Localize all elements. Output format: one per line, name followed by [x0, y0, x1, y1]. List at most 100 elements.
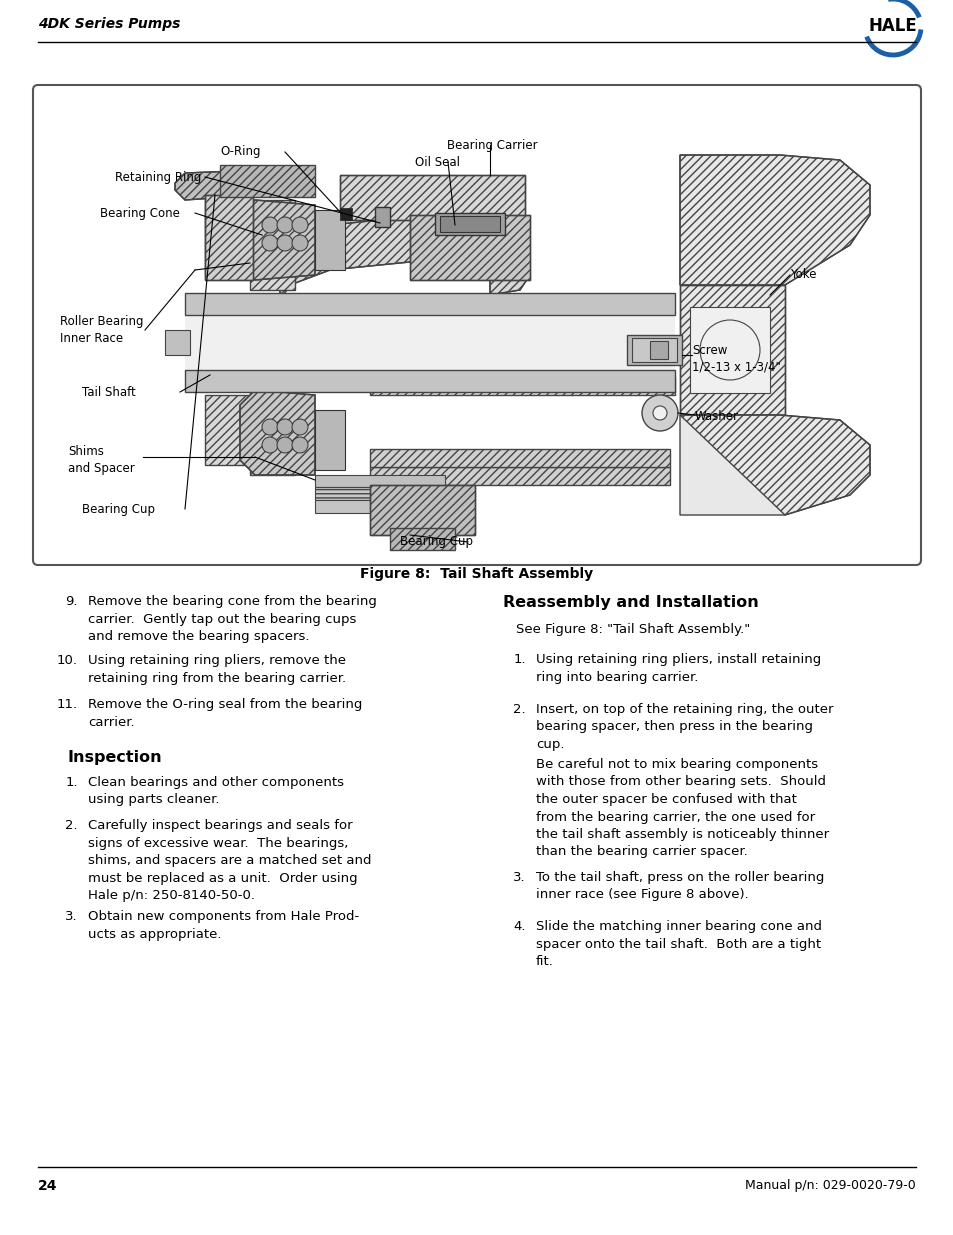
Text: Remove the O-ring seal from the bearing
carrier.: Remove the O-ring seal from the bearing …	[88, 698, 362, 729]
Polygon shape	[679, 156, 869, 285]
Bar	[250, 390, 294, 475]
Bar	[339, 175, 524, 220]
Bar	[375, 207, 390, 227]
Bar	[185, 370, 675, 391]
Polygon shape	[240, 200, 314, 280]
Text: Yoke: Yoke	[789, 268, 816, 282]
Text: Be careful not to mix bearing components
with those from other bearing sets.  Sh: Be careful not to mix bearing components…	[536, 758, 828, 858]
Bar	[370, 450, 669, 467]
Bar	[165, 330, 190, 354]
Text: O-Ring: O-Ring	[220, 146, 260, 158]
Text: See Figure 8: "Tail Shaft Assembly.": See Figure 8: "Tail Shaft Assembly."	[516, 622, 749, 636]
Bar	[370, 377, 675, 395]
Text: Carefully inspect bearings and seals for
signs of excessive wear.  The bearings,: Carefully inspect bearings and seals for…	[88, 819, 371, 903]
Text: Manual p/n: 029-0020-79-0: Manual p/n: 029-0020-79-0	[744, 1179, 915, 1192]
Bar	[410, 215, 530, 280]
Text: Bearing Carrier: Bearing Carrier	[447, 138, 537, 152]
Text: Using retaining ring pliers, remove the
retaining ring from the bearing carrier.: Using retaining ring pliers, remove the …	[88, 655, 346, 685]
Text: 11.: 11.	[57, 698, 78, 711]
Bar	[689, 308, 769, 393]
Bar	[205, 395, 254, 466]
Text: Reassembly and Installation: Reassembly and Installation	[502, 595, 758, 610]
Circle shape	[262, 419, 277, 435]
Bar	[631, 338, 677, 362]
FancyBboxPatch shape	[33, 85, 920, 564]
Text: Figure 8:  Tail Shaft Assembly: Figure 8: Tail Shaft Assembly	[360, 567, 593, 580]
Circle shape	[276, 437, 293, 453]
Bar	[314, 500, 444, 513]
Text: Slide the matching inner bearing cone and
spacer onto the tail shaft.  Both are : Slide the matching inner bearing cone an…	[536, 920, 821, 968]
Bar	[205, 195, 253, 280]
Text: 9.: 9.	[66, 595, 78, 608]
Bar	[339, 207, 352, 220]
Text: 2.: 2.	[513, 703, 525, 715]
Bar	[649, 341, 667, 359]
Text: To the tail shaft, press on the roller bearing
inner race (see Figure 8 above).: To the tail shaft, press on the roller b…	[536, 871, 823, 902]
Text: Shims
and Spacer: Shims and Spacer	[68, 445, 134, 475]
Text: Washer: Washer	[695, 410, 739, 424]
Text: 10.: 10.	[57, 655, 78, 667]
Bar	[410, 215, 530, 280]
Polygon shape	[174, 170, 260, 200]
Bar	[370, 485, 475, 535]
Polygon shape	[679, 415, 869, 515]
Text: 4.: 4.	[513, 920, 525, 934]
Bar	[626, 335, 681, 366]
Bar	[185, 293, 675, 315]
Text: 3.: 3.	[513, 871, 525, 884]
Text: HALE: HALE	[868, 17, 917, 35]
Text: Using retaining ring pliers, install retaining
ring into bearing carrier.: Using retaining ring pliers, install ret…	[536, 653, 821, 683]
Bar	[679, 285, 784, 415]
Polygon shape	[240, 390, 314, 475]
Bar	[205, 195, 253, 280]
Text: Inspection: Inspection	[68, 750, 162, 764]
Bar	[314, 487, 444, 500]
Circle shape	[700, 320, 760, 380]
Polygon shape	[280, 215, 530, 300]
Text: 4DK Series Pumps: 4DK Series Pumps	[38, 17, 180, 31]
Bar	[220, 165, 314, 198]
Circle shape	[262, 217, 277, 233]
Circle shape	[652, 406, 666, 420]
Bar	[205, 200, 254, 275]
Bar	[370, 485, 475, 535]
Bar	[314, 210, 345, 270]
Text: Oil Seal: Oil Seal	[415, 156, 459, 168]
Text: Clean bearings and other components
using parts cleaner.: Clean bearings and other components usin…	[88, 776, 344, 806]
Text: 2.: 2.	[66, 819, 78, 832]
Circle shape	[262, 437, 277, 453]
Text: 3.: 3.	[66, 910, 78, 924]
Bar	[314, 410, 345, 471]
Circle shape	[292, 437, 308, 453]
Text: Bearing Cup: Bearing Cup	[82, 503, 154, 515]
Text: Screw
1/2-13 x 1-3/4": Screw 1/2-13 x 1-3/4"	[691, 345, 781, 374]
Text: Remove the bearing cone from the bearing
carrier.  Gently tap out the bearing cu: Remove the bearing cone from the bearing…	[88, 595, 376, 643]
Text: 24: 24	[38, 1179, 57, 1193]
Circle shape	[262, 235, 277, 251]
Text: Retaining Ring: Retaining Ring	[115, 170, 201, 184]
Circle shape	[292, 235, 308, 251]
Circle shape	[276, 419, 293, 435]
Text: Insert, on top of the retaining ring, the outer
bearing spacer, then press in th: Insert, on top of the retaining ring, th…	[536, 703, 833, 751]
Circle shape	[641, 395, 678, 431]
Bar	[435, 212, 504, 235]
Bar	[679, 285, 784, 415]
Circle shape	[292, 217, 308, 233]
Bar	[370, 467, 669, 485]
Bar	[314, 475, 444, 487]
Text: Bearing Cup: Bearing Cup	[399, 536, 473, 548]
Circle shape	[276, 217, 293, 233]
Text: 1.: 1.	[513, 653, 525, 666]
Text: Obtain new components from Hale Prod-
ucts as appropriate.: Obtain new components from Hale Prod- uc…	[88, 910, 359, 941]
Text: Roller Bearing
Inner Race: Roller Bearing Inner Race	[60, 315, 143, 345]
Circle shape	[276, 235, 293, 251]
Text: Bearing Cone: Bearing Cone	[100, 206, 180, 220]
Text: 1.: 1.	[66, 776, 78, 789]
Bar	[390, 529, 455, 550]
Bar	[185, 315, 675, 370]
Bar	[339, 175, 524, 220]
Text: Tail Shaft: Tail Shaft	[82, 385, 135, 399]
Bar	[250, 200, 294, 290]
Circle shape	[292, 419, 308, 435]
Bar	[439, 216, 499, 232]
